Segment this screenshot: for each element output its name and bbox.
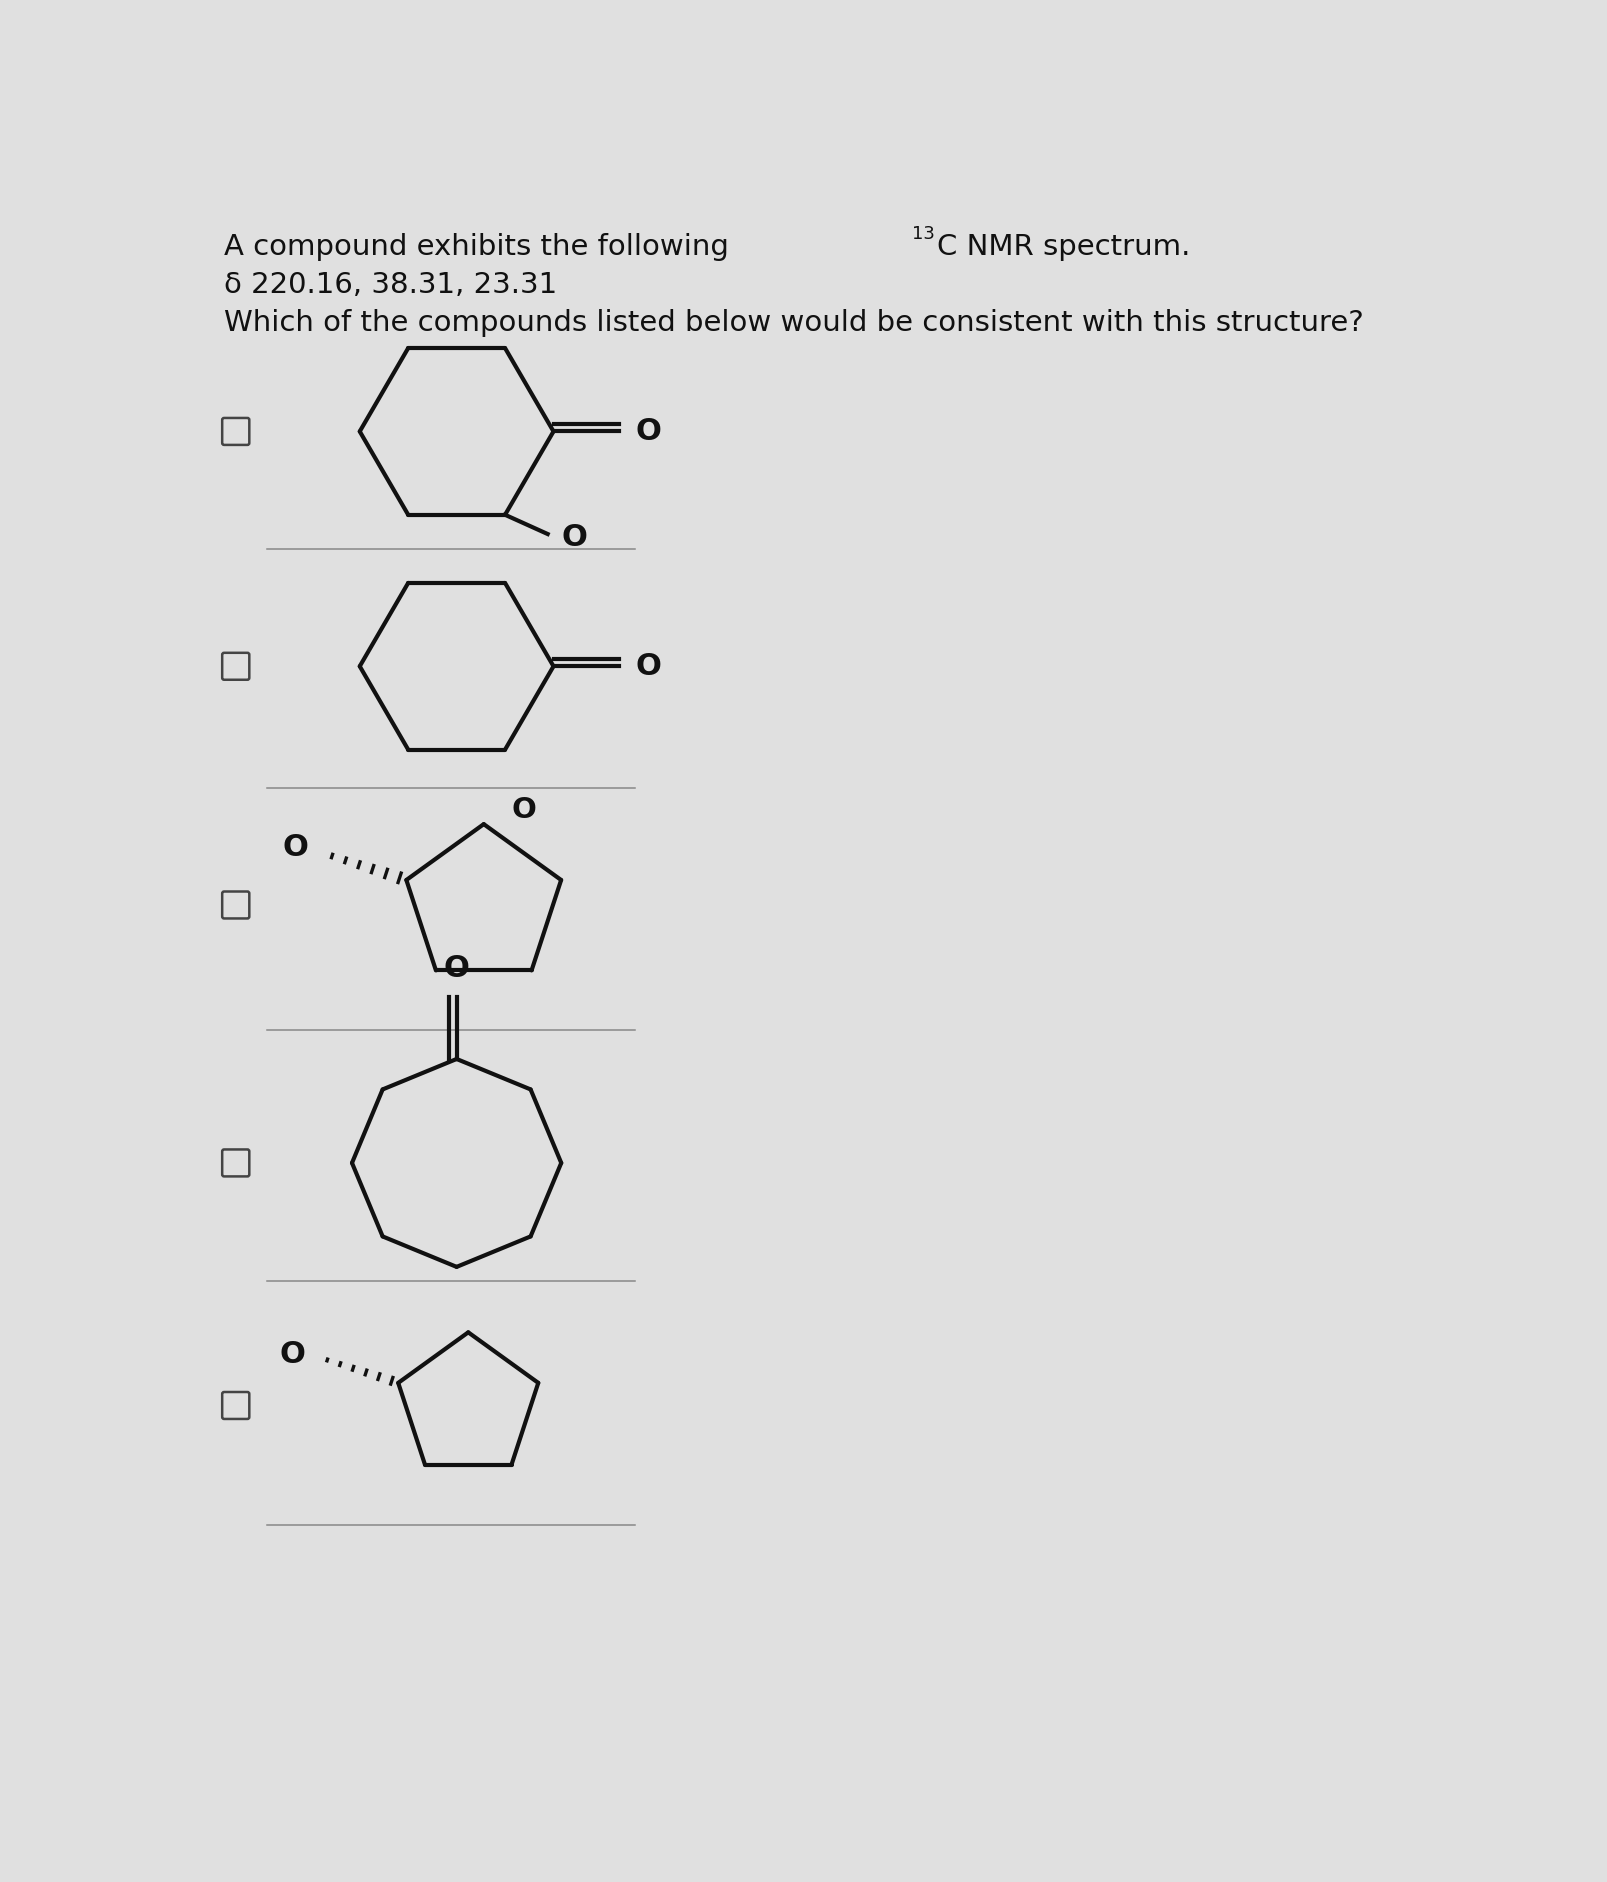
Text: O: O xyxy=(283,834,309,862)
Text: O: O xyxy=(444,954,469,982)
Text: C NMR spectrum.: C NMR spectrum. xyxy=(937,233,1191,260)
Text: δ 220.16, 38.31, 23.31: δ 220.16, 38.31, 23.31 xyxy=(223,271,558,299)
Text: O: O xyxy=(636,651,662,681)
Text: O: O xyxy=(562,523,588,553)
Text: 13: 13 xyxy=(913,224,935,243)
Text: O: O xyxy=(511,796,537,824)
Text: O: O xyxy=(280,1340,305,1368)
Text: A compound exhibits the following: A compound exhibits the following xyxy=(223,233,738,260)
Text: Which of the compounds listed below would be consistent with this structure?: Which of the compounds listed below woul… xyxy=(223,309,1364,337)
Text: O: O xyxy=(636,418,662,446)
